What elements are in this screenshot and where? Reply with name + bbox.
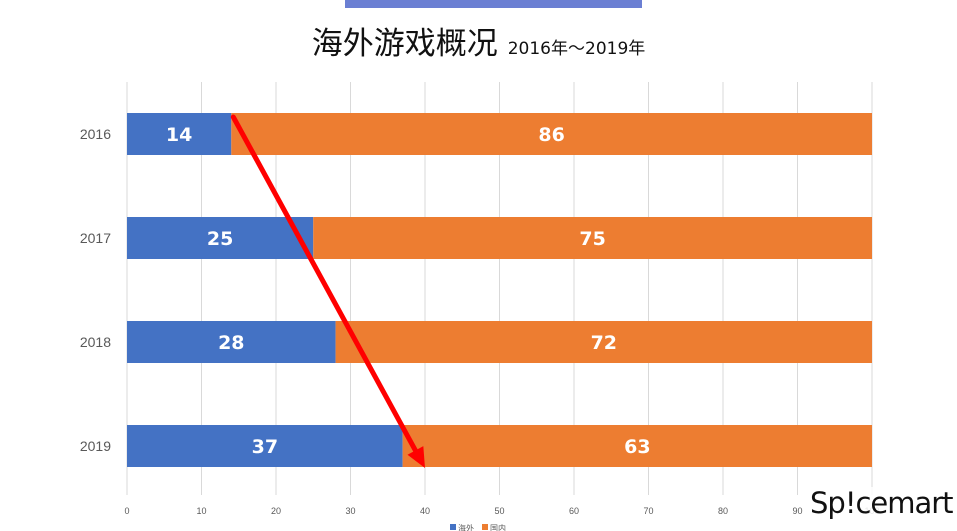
x-tick-label: 70 (643, 506, 653, 516)
x-tick-label: 60 (569, 506, 579, 516)
x-tick-label: 10 (196, 506, 206, 516)
x-tick-label: 30 (345, 506, 355, 516)
data-label: 37 (252, 436, 278, 458)
bar-domestic (231, 113, 873, 155)
trend-arrow-head (407, 446, 425, 468)
category-label: 2019 (80, 438, 111, 454)
x-tick-label: 90 (792, 506, 802, 516)
bar-overseas (127, 321, 336, 363)
bar-overseas (127, 425, 403, 467)
data-label: 14 (166, 124, 192, 146)
chart-subtitle: 2016年～2019年 (507, 39, 646, 59)
x-tick-label: 80 (718, 506, 728, 516)
legend-label: 国内 (490, 523, 506, 531)
data-label: 75 (579, 228, 605, 250)
x-tick-label: 40 (420, 506, 430, 516)
category-label: 2016 (80, 126, 111, 142)
legend-swatch (450, 524, 456, 530)
top-accent-bar (345, 0, 642, 8)
data-label: 63 (624, 436, 650, 458)
bar-overseas (127, 113, 232, 155)
chart-title: 海外游戏概况 (311, 26, 498, 62)
title-block: 海外游戏概况 2016年～2019年 (0, 18, 957, 63)
bar-domestic (313, 217, 872, 259)
x-tick-label: 50 (494, 506, 504, 516)
bar-domestic (335, 321, 873, 363)
trend-arrow-line (230, 114, 418, 453)
bar-overseas (127, 217, 314, 259)
x-tick-label: 20 (271, 506, 281, 516)
x-tick-label: 0 (124, 506, 129, 516)
legend-swatch (482, 524, 488, 530)
data-label: 28 (218, 332, 244, 354)
bar-domestic (402, 425, 872, 467)
category-label: 2018 (80, 334, 111, 350)
data-label: 72 (591, 332, 617, 354)
category-label: 2017 (80, 230, 111, 246)
brand-logo: Sp!cemart (808, 486, 955, 520)
data-label: 25 (207, 228, 233, 250)
data-label: 86 (538, 124, 564, 146)
legend-label: 海外 (458, 523, 474, 531)
